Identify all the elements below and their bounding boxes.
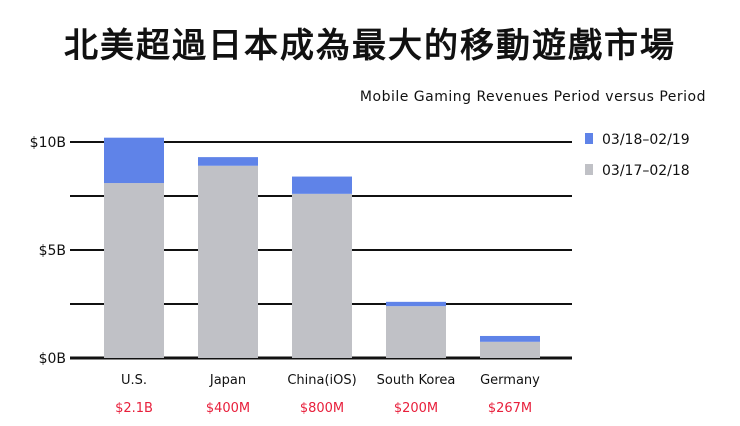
legend-label: 03/18–02/19 [602,132,690,148]
legend-label: 03/17–02/18 [602,163,690,179]
chart-title: 北美超過日本成為最大的移動遊戲市場 [64,26,676,66]
bar-segment [480,341,540,358]
growth-label: $400M [206,401,250,416]
bar-segment [480,335,540,342]
growth-label: $267M [488,401,532,416]
legend-swatch [585,164,593,175]
x-tick-label: China(iOS) [287,373,356,388]
growth-label: $800M [300,401,344,416]
chart-subtitle: Mobile Gaming Revenues Period versus Per… [359,89,706,105]
bar-segment [292,193,352,358]
bar-segment [198,157,258,166]
growth-label: $2.1B [115,401,153,416]
x-tick-label: South Korea [377,373,456,388]
y-tick-label: $5B [39,243,66,259]
x-tick-label: Germany [480,373,540,388]
bar-segment [104,183,164,358]
bar-segment [104,137,164,184]
bar-segment [386,301,446,307]
bar-segment [292,176,352,194]
growth-label: $200M [394,401,438,416]
legend-swatch [585,133,593,144]
bar-segment [198,165,258,358]
x-tick-label: Japan [209,373,246,388]
y-tick-label: $10B [30,135,66,151]
y-tick-label: $0B [39,351,66,367]
x-tick-label: U.S. [121,373,147,388]
bar-segment [386,306,446,358]
